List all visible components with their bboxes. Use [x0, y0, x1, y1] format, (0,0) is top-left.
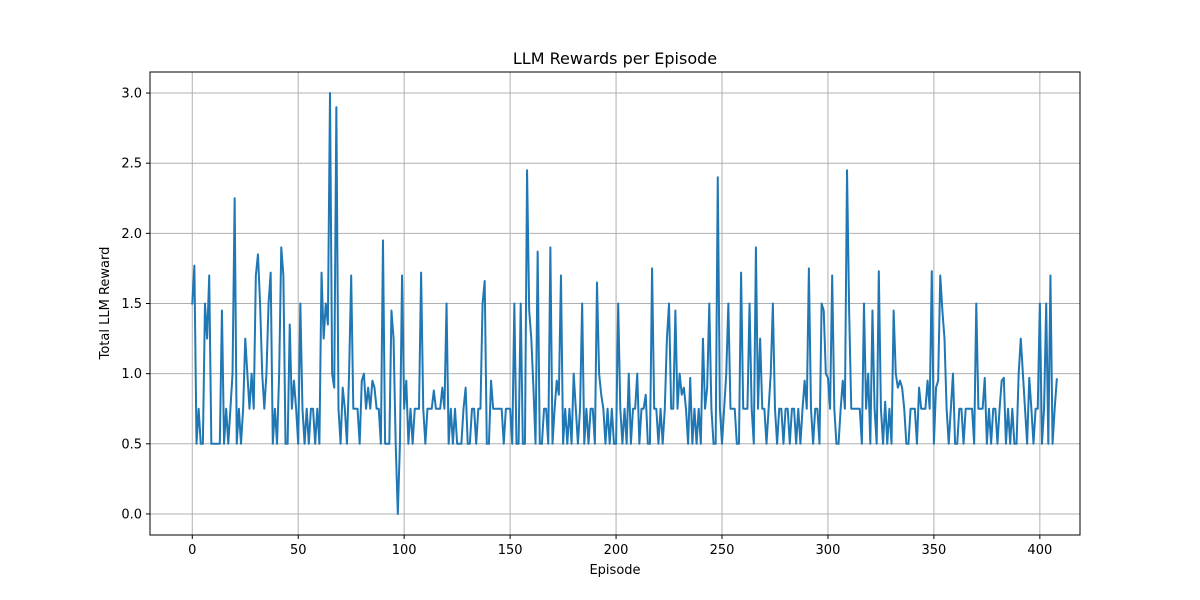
y-tick-label: 1.0 — [121, 367, 142, 382]
x-tick-label: 0 — [188, 543, 196, 558]
y-tick-label: 2.0 — [121, 227, 142, 242]
y-tick-label: 0.5 — [121, 437, 142, 452]
y-axis-ticks: 0.0 0.5 1.0 1.5 2.0 2.5 3.0 — [121, 87, 150, 522]
x-tick-label: 150 — [498, 543, 523, 558]
x-tick-label: 200 — [604, 543, 629, 558]
chart-title: LLM Rewards per Episode — [513, 49, 717, 68]
x-tick-label: 250 — [710, 543, 735, 558]
y-tick-label: 2.5 — [121, 157, 142, 172]
y-tick-label: 1.5 — [121, 297, 142, 312]
x-tick-label: 350 — [921, 543, 946, 558]
x-axis-ticks: 0 50 100 150 200 250 300 350 400 — [188, 535, 1052, 558]
y-tick-label: 3.0 — [121, 87, 142, 102]
x-axis-label: Episode — [589, 563, 640, 578]
series-layer — [191, 92, 1058, 515]
x-tick-label: 50 — [290, 543, 307, 558]
y-tick-label: 0.0 — [121, 507, 142, 522]
reward-series-line — [191, 92, 1058, 515]
y-axis-label: Total LLM Reward — [98, 247, 113, 361]
x-tick-label: 300 — [816, 543, 841, 558]
x-tick-label: 100 — [392, 543, 417, 558]
x-tick-label: 400 — [1027, 543, 1052, 558]
